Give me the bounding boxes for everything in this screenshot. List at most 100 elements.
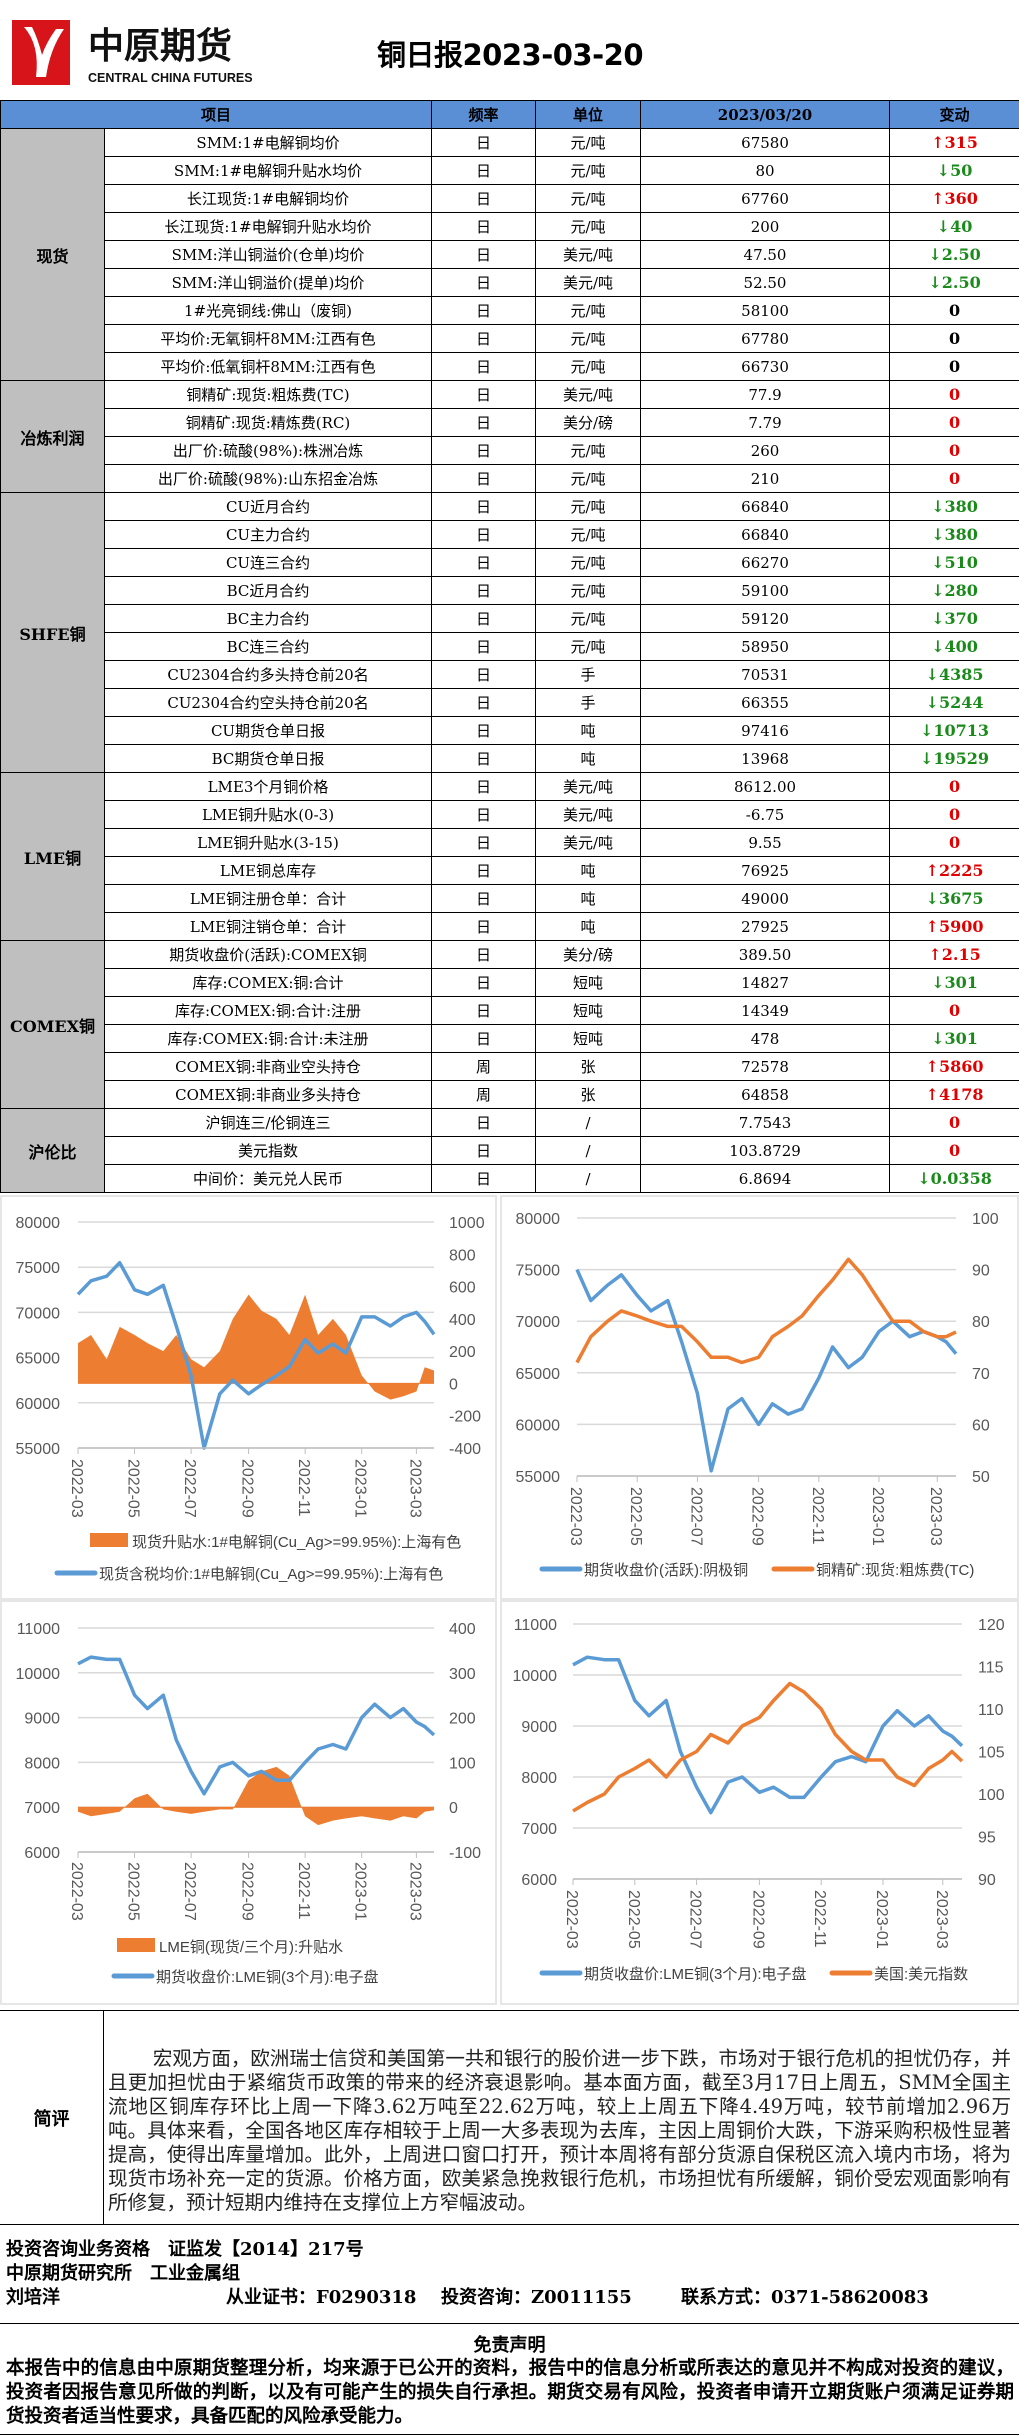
unit: 吨 xyxy=(535,744,642,773)
change: 0 xyxy=(889,352,1019,381)
legend-label: 期货收盘价(活跃):阴极铜 xyxy=(584,1561,748,1579)
section-label: SHFE铜 xyxy=(0,492,105,773)
unit: 张 xyxy=(535,1080,642,1109)
item-name: 沪铜连三/伦铜连三 xyxy=(103,1108,433,1137)
table-header: 项目 频率 单位 2023/03/20 变动 xyxy=(0,100,1019,129)
section-label: 沪伦比 xyxy=(0,1108,105,1193)
item-name: CU2304合约空头持仓前20名 xyxy=(103,688,433,717)
value: 66270 xyxy=(640,548,891,577)
x-tick-label: 2022-11 xyxy=(811,1890,828,1948)
value: 67780 xyxy=(640,324,891,353)
change: ↓50 xyxy=(889,156,1019,185)
y-right-tick-label: 50 xyxy=(972,1469,990,1486)
item-name: SMM:1#电解铜升贴水均价 xyxy=(103,156,433,185)
value: 77.9 xyxy=(640,380,891,409)
y-left-tick-label: 75000 xyxy=(16,1260,61,1277)
divider xyxy=(0,2434,1019,2435)
y-left-tick-label: 65000 xyxy=(16,1351,61,1368)
value: 49000 xyxy=(640,884,891,913)
qualification: 投资咨询业务资格 证监发【2014】217号 xyxy=(6,2239,364,2260)
value: 27925 xyxy=(640,912,891,941)
frequency: 日 xyxy=(431,324,537,353)
value: 59120 xyxy=(640,604,891,633)
value: 66840 xyxy=(640,492,891,521)
chart-lme-dxy: 6000 7000 8000 9000 10000 11000 90 95 100 105 110 1… xyxy=(500,1600,1019,2005)
y-left-tick-label: 10000 xyxy=(513,1668,558,1685)
svg-text:中原期货: 中原期货 xyxy=(88,26,232,67)
frequency: 日 xyxy=(431,436,537,465)
unit: / xyxy=(535,1108,642,1137)
unit: 美分/磅 xyxy=(535,408,642,437)
section-label: COMEX铜 xyxy=(0,940,105,1109)
item-name: BC近月合约 xyxy=(103,576,433,605)
unit: 手 xyxy=(535,688,642,717)
y-right-tick-label: 600 xyxy=(449,1280,476,1297)
frequency: 日 xyxy=(431,576,537,605)
x-tick-label: 2022-03 xyxy=(68,1459,85,1518)
unit: 元/吨 xyxy=(535,184,642,213)
table-row: 平均价:无氧铜杆8MM:江西有色日元/吨 67780 0 xyxy=(1,324,1019,353)
page-title: 铜日报2023-03-20 xyxy=(377,38,644,72)
item-name: CU连三合约 xyxy=(103,548,433,577)
consult-number: 投资咨询：Z0011155 xyxy=(441,2287,632,2308)
value: 66355 xyxy=(640,688,891,717)
value: 210 xyxy=(640,464,891,493)
x-tick-label: 2023-03 xyxy=(406,1862,423,1921)
change: 0 xyxy=(889,1108,1019,1137)
unit: 元/吨 xyxy=(535,156,642,185)
item-name: LME铜升贴水(3-15) xyxy=(103,828,433,857)
y-right-tick-label: 0 xyxy=(449,1376,458,1393)
x-tick-label: 2022-09 xyxy=(239,1459,256,1518)
table-row: SHFE铜 CU近月合约日元/吨 66840 ↓380 xyxy=(0,492,1019,773)
y-left-tick-label: 10000 xyxy=(16,1666,61,1683)
legend-label: 美国:美元指数 xyxy=(874,1966,968,1983)
legend-label: 铜精矿:现货:粗炼费(TC) xyxy=(816,1562,974,1579)
frequency: 日 xyxy=(431,940,537,969)
change: ↓10713 xyxy=(889,716,1019,745)
x-tick-label: 2022-11 xyxy=(809,1487,826,1545)
value: 6.8694 xyxy=(640,1164,891,1193)
table-row: BC主力合约日元/吨 59120 ↓370 xyxy=(1,604,1019,633)
legend-label: 期货收盘价:LME铜(3个月):电子盘 xyxy=(584,1965,807,1983)
license-number: 从业证书：F0290318 xyxy=(226,2287,417,2308)
item-name: LME3个月铜价格 xyxy=(103,772,433,801)
unit: 元/吨 xyxy=(535,352,642,381)
unit: 吨 xyxy=(535,912,642,941)
unit: 短吨 xyxy=(535,968,642,997)
disclaimer-title: 免责声明 xyxy=(473,2335,546,2356)
chart-spot-price-premium: 55000 60000 65000 70000 75000 80000 -400 -200 0 2… xyxy=(0,1195,497,1600)
x-tick-label: 2023-01 xyxy=(873,1890,890,1949)
review-text: 宏观方面，欧洲瑞士信贷和美国第一共和银行的股价进一步下跌，市场对于银行危机的担忧… xyxy=(108,2047,1011,2214)
y-left-tick-label: 7000 xyxy=(24,1800,60,1817)
change: ↑4178 xyxy=(889,1080,1019,1109)
value: 200 xyxy=(640,212,891,241)
change: 0 xyxy=(889,772,1019,801)
x-tick-label: 2022-11 xyxy=(295,1862,312,1920)
x-tick-label: 2022-05 xyxy=(125,1459,142,1518)
change: ↑2225 xyxy=(889,856,1019,885)
frequency: 日 xyxy=(431,408,537,437)
change: ↓301 xyxy=(889,968,1019,997)
frequency: 日 xyxy=(431,716,537,745)
frequency: 日 xyxy=(431,268,537,297)
frequency: 日 xyxy=(431,240,537,269)
frequency: 日 xyxy=(431,380,537,409)
item-name: 出厂价:硫酸(98%):株洲冶炼 xyxy=(103,436,433,465)
unit: 张 xyxy=(535,1052,642,1081)
table-row: 出厂价:硫酸(98%):株洲冶炼日元/吨 260 0 xyxy=(1,436,1019,465)
x-tick-label: 2023-01 xyxy=(352,1459,369,1518)
table-row: LME铜升贴水(3-15) 日美元/吨 9.55 0 xyxy=(1,828,1019,857)
value: 67760 xyxy=(640,184,891,213)
y-right-tick-label: 400 xyxy=(449,1312,476,1329)
item-name: 铜精矿:现货:粗炼费(TC) xyxy=(103,380,433,409)
value: 9.55 xyxy=(640,828,891,857)
value: 14827 xyxy=(640,968,891,997)
frequency: 日 xyxy=(431,464,537,493)
unit: / xyxy=(535,1164,642,1193)
change: ↓280 xyxy=(889,576,1019,605)
y-right-tick-label: -400 xyxy=(449,1441,481,1458)
unit: 手 xyxy=(535,660,642,689)
unit: 元/吨 xyxy=(535,464,642,493)
unit: 元/吨 xyxy=(535,212,642,241)
item-name: SMM:洋山铜溢价(仓单)均价 xyxy=(103,240,433,269)
